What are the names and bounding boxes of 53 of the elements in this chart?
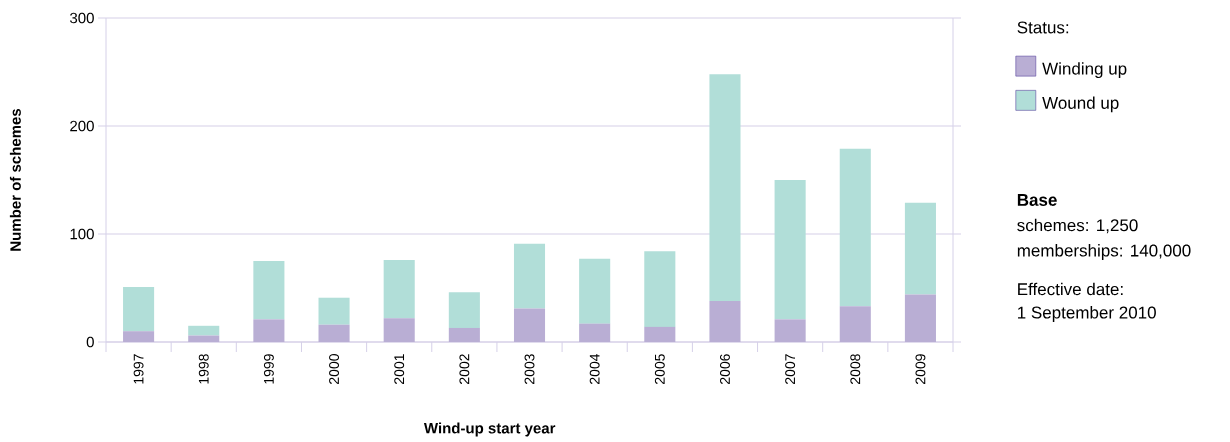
text: schemes: 1,250	[1017, 218, 1138, 234]
x-tick-label: 2002	[459, 354, 470, 384]
bar	[709, 74, 741, 301]
y-tick-label: 0	[86, 336, 94, 348]
x-axis-title: Wind-up start year	[423, 422, 556, 437]
x-tick-label: 2005	[654, 354, 665, 384]
text: memberships: 140,000	[1017, 244, 1191, 260]
x-tick-label: 2007	[785, 354, 796, 384]
x-tick-label: 1997	[133, 354, 144, 384]
bar	[513, 308, 546, 342]
text: Effective date:	[1018, 282, 1123, 296]
x-tick-label: 2000	[329, 354, 340, 384]
bar	[318, 297, 350, 325]
x-tick-label: 2001	[394, 354, 405, 384]
bar	[253, 319, 285, 342]
x-tick-label: 1999	[263, 354, 274, 384]
y-tick-label: 200	[70, 120, 94, 132]
bar	[579, 323, 611, 342]
bar	[644, 326, 676, 342]
bar	[513, 243, 546, 309]
bar	[448, 327, 480, 342]
text: Base	[1017, 194, 1057, 206]
y-tick-label: 100	[70, 228, 94, 240]
bar	[318, 324, 350, 342]
y-axis-title: Number of schemes	[9, 108, 21, 251]
bar	[123, 331, 155, 342]
bar	[709, 300, 741, 342]
bar	[383, 259, 415, 319]
legend-label: Winding up	[1042, 62, 1127, 79]
x-tick-label: 1998	[198, 354, 209, 384]
x-tick-label: 2009	[915, 354, 926, 384]
bar	[774, 319, 806, 342]
legend-title: Status:	[1017, 21, 1069, 34]
bar	[579, 258, 611, 324]
bar	[188, 335, 220, 342]
bar	[904, 294, 936, 342]
bar	[644, 251, 676, 327]
bar	[448, 292, 480, 328]
x-tick-label: 2008	[850, 354, 861, 384]
bar	[904, 202, 936, 295]
y-tick-label: 300	[70, 12, 94, 24]
bar	[839, 148, 871, 307]
bar	[839, 306, 871, 342]
x-tick-label: 2006	[720, 354, 730, 384]
x-tick-label: 2003	[524, 354, 535, 384]
bar	[123, 286, 155, 332]
bar	[188, 325, 220, 336]
bar	[253, 261, 285, 320]
text: 1 September 2010	[1018, 306, 1156, 322]
bar	[774, 180, 806, 320]
x-tick-label: 2004	[589, 353, 600, 384]
bar	[383, 318, 415, 342]
legend-label: Wound up	[1042, 96, 1119, 113]
